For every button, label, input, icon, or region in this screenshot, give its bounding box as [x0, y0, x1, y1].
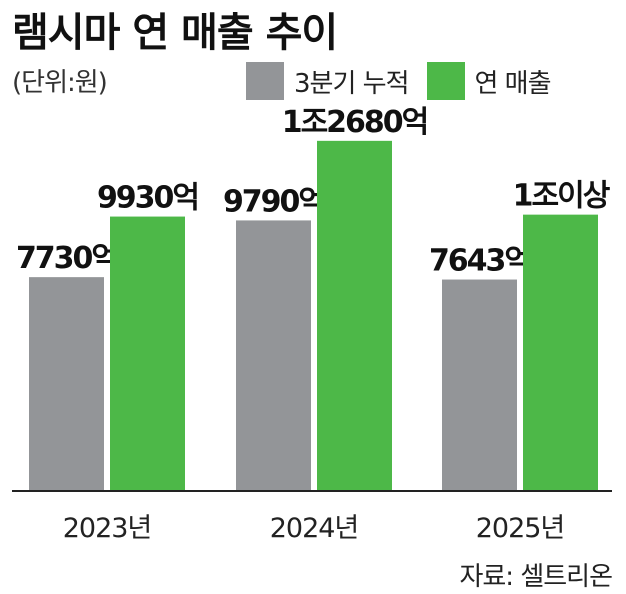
legend-swatch-annual: [426, 62, 465, 100]
legend-label-cumulative: 3분기 누적: [294, 68, 409, 99]
source-note: 자료: 셀트리온: [459, 562, 613, 592]
bar-annual-1: [317, 140, 392, 490]
chart-title: 램시마 연 매출 추이: [12, 10, 338, 56]
data-label-cumulative-1: 9790억: [223, 184, 324, 219]
unit-label: (단위:원): [12, 68, 108, 98]
legend-label-annual: 연 매출: [474, 68, 552, 99]
bar-cumulative-1: [236, 220, 311, 490]
legend-item-annual: 연 매출: [426, 62, 552, 100]
x-tick-label-0: 2023년: [63, 513, 152, 544]
x-tick-label-2: 2025년: [476, 513, 565, 544]
data-label-cumulative-2: 7643억: [429, 244, 530, 279]
bar-cumulative-2: [442, 279, 517, 490]
data-label-annual-0: 9930억: [97, 181, 198, 216]
bar-annual-0: [110, 216, 185, 490]
legend: 3분기 누적 연 매출: [246, 61, 569, 101]
data-label-annual-1: 1조2680억: [282, 105, 428, 140]
legend-item-cumulative: 3분기 누적: [246, 62, 409, 100]
bar-annual-2: [523, 214, 598, 490]
legend-swatch-cumulative: [246, 62, 284, 100]
x-tick-label-1: 2024년: [270, 513, 359, 544]
data-label-annual-2: 1조이상: [513, 179, 611, 214]
bar-cumulative-0: [29, 277, 104, 490]
data-label-cumulative-0: 7730억: [16, 241, 117, 276]
